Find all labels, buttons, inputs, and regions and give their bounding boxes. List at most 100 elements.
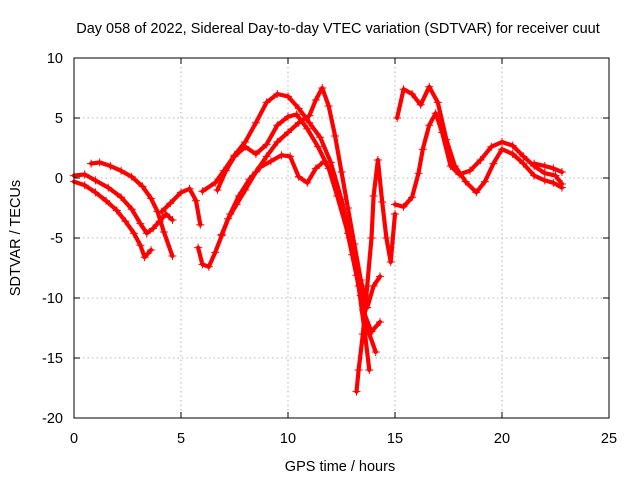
data-point: [211, 178, 220, 187]
x-tick-label: 10: [280, 431, 296, 447]
data-point: [371, 348, 380, 356]
data-point: [393, 114, 402, 122]
data-point: [331, 132, 340, 140]
x-tick-label: 5: [177, 431, 185, 447]
data-point: [168, 252, 177, 260]
data-point: [416, 100, 425, 109]
data-point: [91, 176, 100, 185]
data-point: [147, 246, 156, 254]
data-point: [508, 141, 517, 150]
data-point: [211, 248, 220, 257]
x-tick-label: 20: [494, 431, 510, 447]
data-point: [117, 166, 126, 175]
data-point: [196, 220, 205, 229]
data-point: [273, 121, 282, 130]
data-point: [399, 202, 408, 211]
data-point: [305, 111, 314, 120]
data-point: [142, 229, 151, 238]
data-point: [284, 112, 292, 121]
data-point: [487, 142, 496, 151]
data-series: [70, 82, 566, 396]
data-point: [508, 150, 517, 158]
series-trace: [354, 157, 398, 394]
data-point: [549, 164, 558, 173]
x-tick-label: 15: [387, 431, 403, 447]
data-point: [326, 158, 335, 167]
data-point: [318, 84, 327, 92]
chart-title: Day 058 of 2022, Sidereal Day-to-day VTE…: [76, 21, 600, 37]
data-point: [540, 162, 549, 170]
data-point: [337, 200, 346, 209]
data-point: [262, 152, 271, 161]
data-point: [256, 163, 265, 172]
data-point: [80, 181, 89, 190]
data-point: [425, 82, 434, 91]
data-point: [530, 159, 539, 168]
data-point: [352, 387, 361, 396]
data-point: [391, 210, 399, 218]
data-point: [147, 194, 156, 203]
data-point: [369, 192, 378, 200]
data-point: [418, 145, 427, 154]
data-point: [198, 260, 207, 269]
series-8: [217, 151, 380, 356]
data-point: [450, 162, 459, 170]
data-point: [245, 175, 254, 184]
data-point: [140, 253, 149, 262]
data-point: [294, 172, 303, 181]
data-point: [376, 272, 385, 281]
data-point: [408, 193, 417, 202]
data-point: [399, 85, 408, 94]
data-point: [324, 102, 333, 110]
data-point: [519, 159, 528, 168]
data-point: [311, 96, 320, 104]
data-point: [91, 188, 100, 197]
series-2: [70, 177, 156, 262]
data-point: [465, 166, 474, 175]
data-point: [95, 158, 104, 167]
data-point: [519, 152, 528, 161]
x-axis-label: GPS time / hours: [285, 459, 395, 475]
series-trace: [71, 172, 175, 236]
data-point: [461, 177, 470, 186]
series-trace: [89, 160, 175, 259]
data-point: [284, 128, 292, 137]
series-trace: [71, 179, 154, 260]
data-point: [106, 162, 115, 170]
y-tick-label: -20: [42, 411, 63, 427]
data-point: [168, 216, 177, 224]
data-point: [136, 219, 145, 228]
data-point: [80, 170, 89, 179]
data-point: [378, 198, 387, 206]
data-point: [358, 330, 367, 338]
data-point: [102, 196, 111, 205]
data-point: [127, 172, 136, 181]
data-point: [273, 138, 282, 146]
axis-ticks: 0 5 10 15 20 25 -20 -15 -10 -5 0 5 10: [42, 51, 617, 447]
data-point: [540, 176, 549, 185]
data-point: [382, 234, 391, 242]
series-3: [87, 158, 177, 260]
data-point: [489, 159, 498, 168]
data-point: [425, 121, 434, 130]
data-point: [363, 282, 372, 290]
data-point: [386, 258, 395, 266]
data-point: [159, 228, 168, 236]
data-point: [185, 184, 194, 193]
data-point: [551, 171, 560, 180]
data-point: [391, 200, 399, 209]
data-point: [226, 210, 235, 218]
data-point: [241, 142, 250, 151]
data-point: [112, 206, 121, 215]
data-point: [376, 318, 385, 326]
series-trace: [219, 153, 378, 355]
data-point: [286, 152, 295, 161]
data-point: [530, 171, 539, 180]
data-point: [472, 188, 481, 197]
data-point: [294, 104, 303, 113]
data-point: [414, 169, 423, 178]
y-tick-label: 5: [55, 111, 63, 127]
data-point: [316, 133, 325, 142]
data-point: [303, 124, 312, 133]
